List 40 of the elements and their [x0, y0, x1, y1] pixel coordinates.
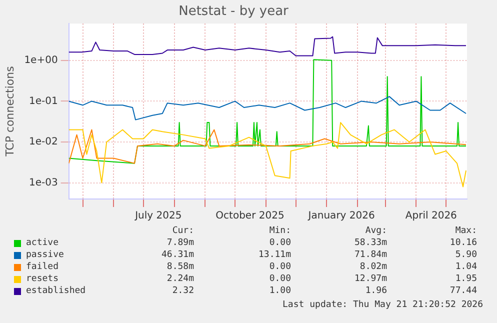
- text: 77.44: [450, 286, 477, 297]
- legend-label: failed: [26, 262, 59, 273]
- text: 8.58m: [166, 262, 194, 273]
- legend-label: resets: [26, 274, 59, 285]
- text: 7.89m: [166, 238, 194, 249]
- y-tick-label: 1e-02: [28, 136, 58, 148]
- text: 46.31m: [161, 250, 194, 261]
- text: 2.24m: [166, 274, 194, 285]
- text: 2.32: [172, 286, 194, 297]
- text: 71.84m: [354, 250, 387, 261]
- text: 1.95: [455, 274, 477, 285]
- x-tick-label: July 2025: [134, 210, 182, 222]
- y-axis-title: TCP connections: [3, 66, 16, 158]
- legend-label: active: [26, 238, 59, 249]
- text: Min:: [269, 226, 291, 237]
- y-tick-label: 1e-01: [28, 96, 58, 107]
- text: 58.33m: [354, 238, 387, 249]
- text: 10.16: [450, 238, 477, 249]
- chart-title: Netstat - by year: [178, 4, 290, 20]
- y-tick-label: 1e-03: [28, 177, 58, 188]
- text: 0.00: [269, 238, 291, 249]
- text: 5.90: [455, 250, 477, 261]
- y-tick-label: 1e+00: [24, 55, 58, 66]
- text: 0.00: [269, 274, 291, 285]
- text: Last update: Thu May 21 21:20:52 2026: [282, 300, 483, 311]
- text: Max:: [455, 226, 477, 237]
- legend-label: established: [26, 286, 86, 297]
- text: 1.00: [269, 286, 291, 297]
- text: 8.02m: [360, 262, 387, 273]
- text: 13.11m: [258, 250, 291, 261]
- legend-label: passive: [26, 250, 64, 261]
- x-tick-label: April 2026: [405, 210, 457, 222]
- text: 1.04: [455, 262, 477, 273]
- x-tick-label: January 2026: [307, 210, 375, 222]
- text: Cur:: [172, 226, 194, 237]
- text: 0.00: [269, 262, 291, 273]
- x-tick-label: October 2025: [216, 210, 284, 222]
- text: 12.97m: [354, 274, 387, 285]
- text: Avg:: [365, 226, 387, 237]
- text: 1.96: [365, 286, 387, 297]
